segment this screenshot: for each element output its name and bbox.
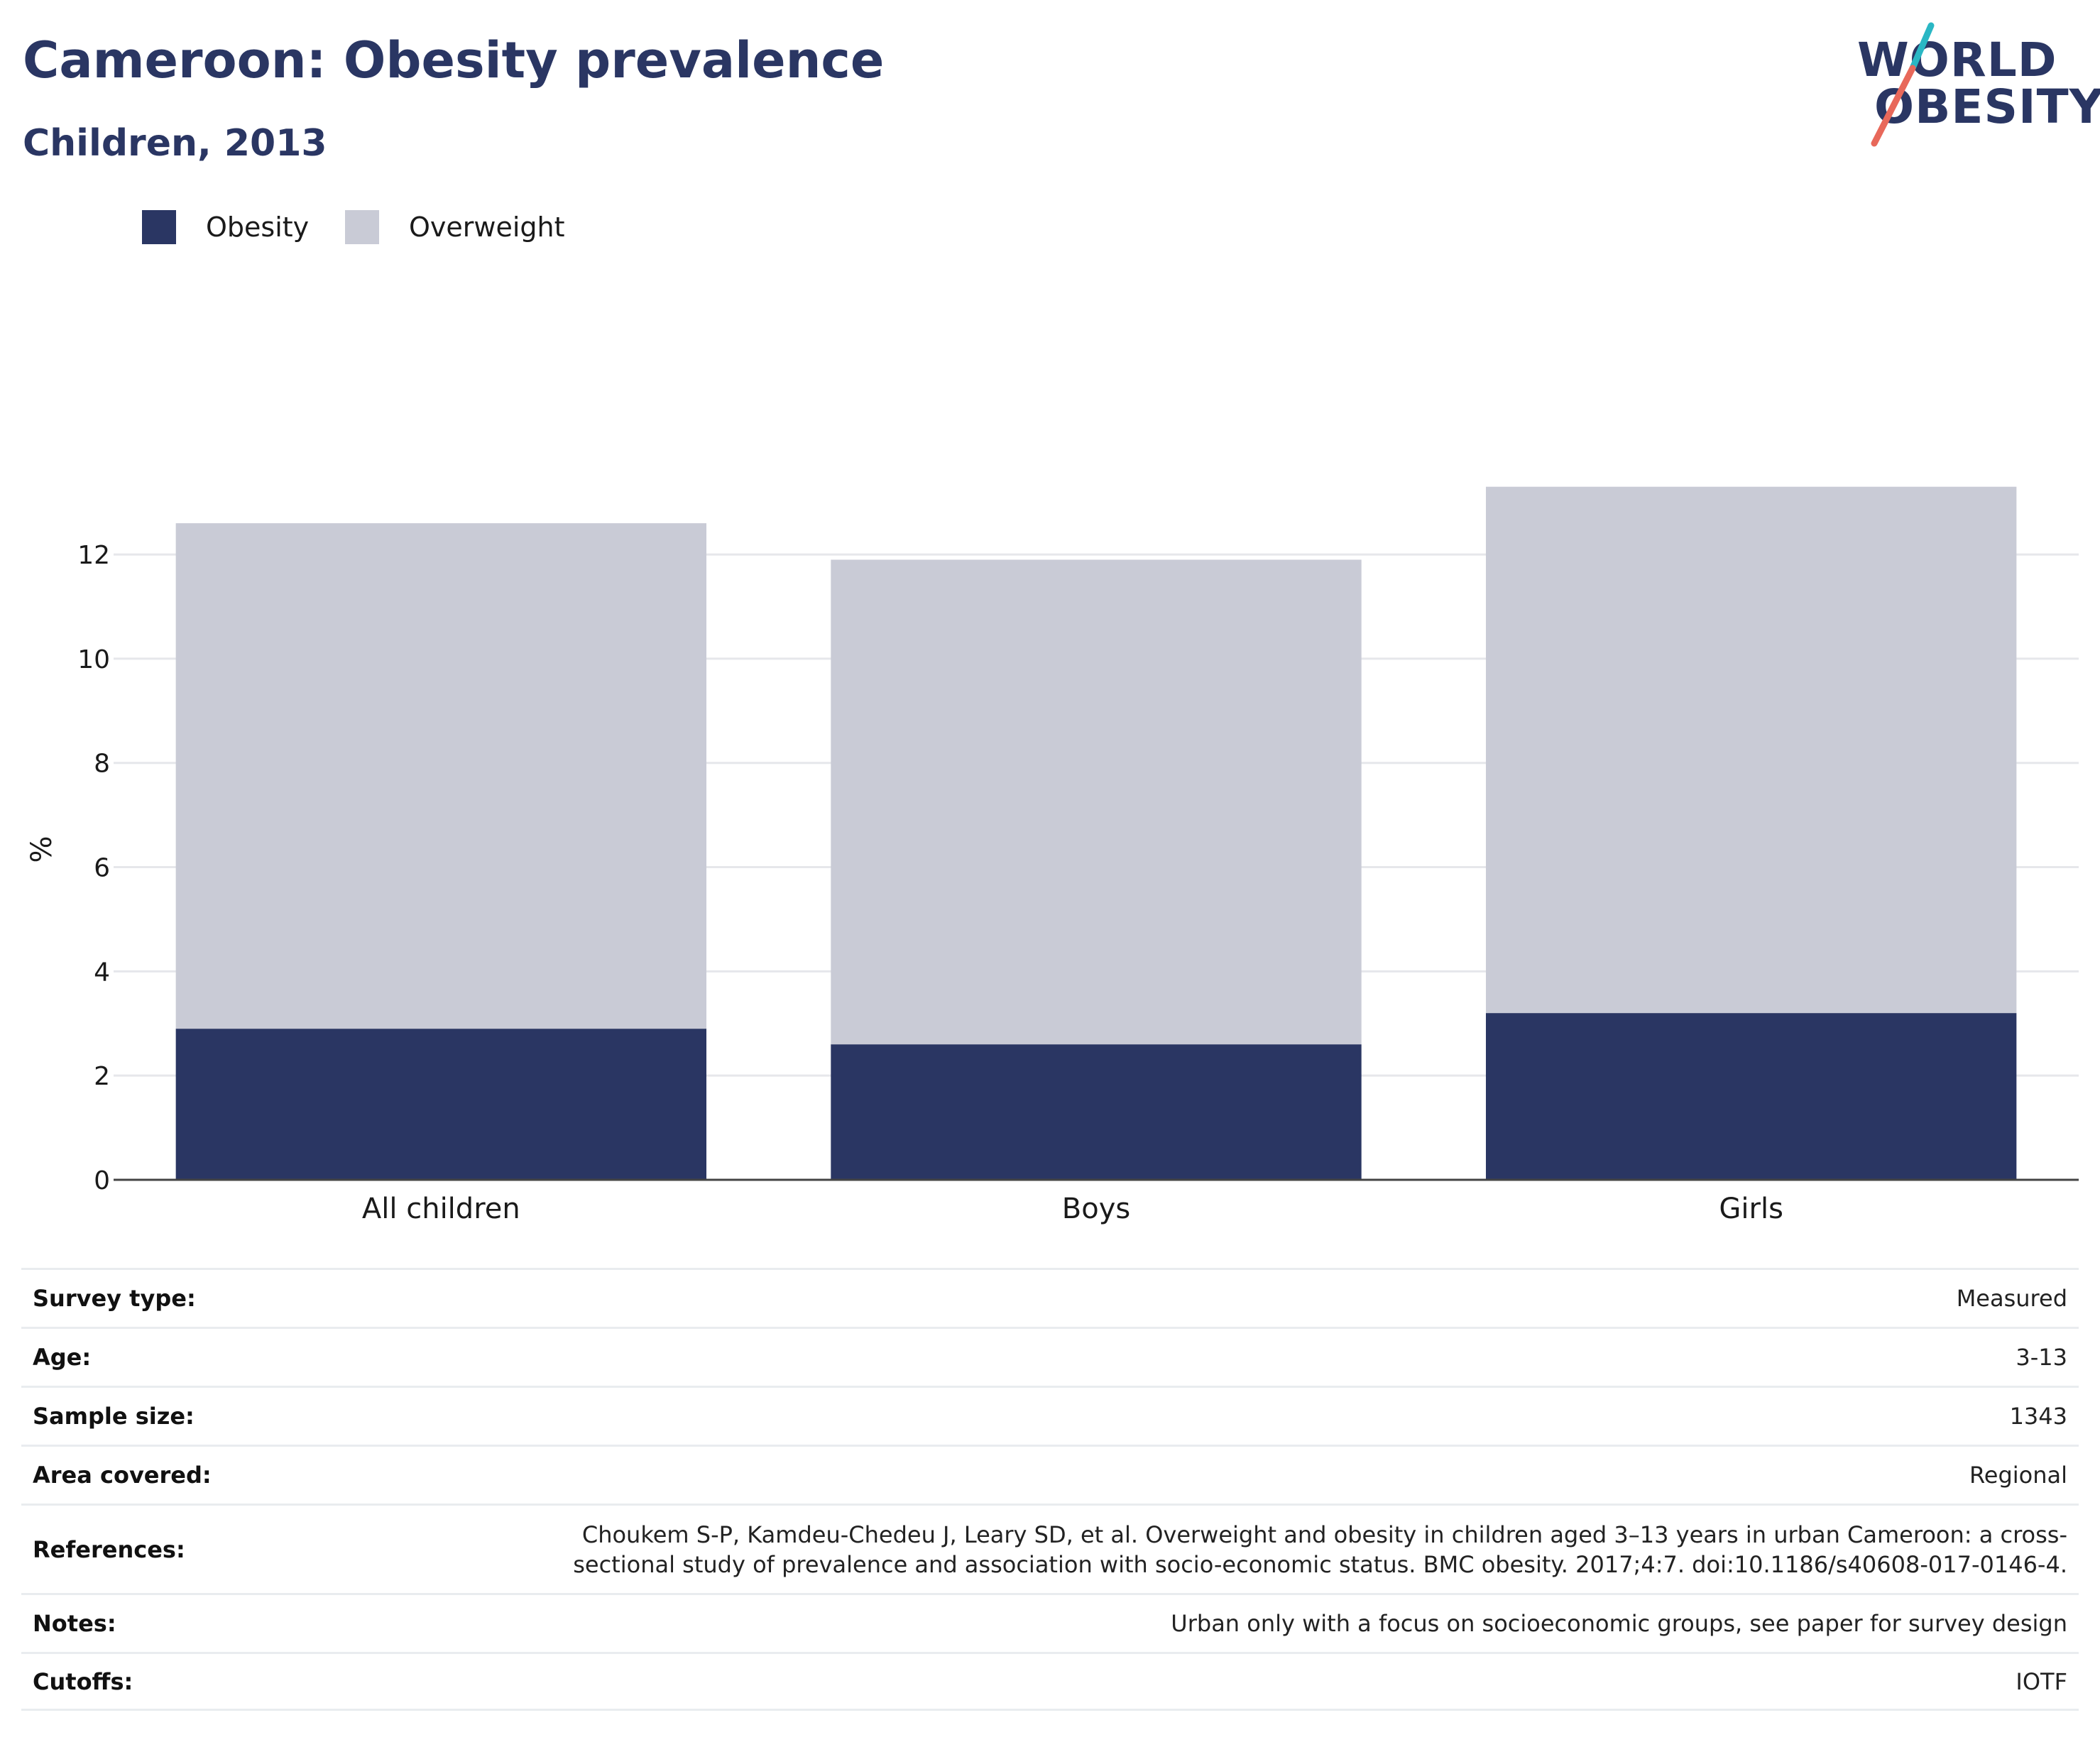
meta-label: Sample size: xyxy=(33,1403,195,1430)
x-tick-label-all-children: All children xyxy=(362,1193,520,1225)
meta-value: IOTF xyxy=(2016,1667,2067,1695)
meta-row: References: Choukem S-P, Kamdeu-Chedeu J,… xyxy=(21,1504,2079,1593)
meta-label: Survey type: xyxy=(33,1285,196,1312)
page-title: Cameroon: Obesity prevalence xyxy=(23,31,885,89)
meta-row: Age: 3-13 xyxy=(21,1327,2079,1386)
meta-value: Regional xyxy=(1969,1462,2067,1489)
y-tick-label-12: 12 xyxy=(77,541,110,570)
legend-item-obesity[interactable]: Obesity xyxy=(142,210,309,244)
y-tick-label-4: 4 xyxy=(94,958,110,987)
meta-value: Urban only with a focus on socioeconomic… xyxy=(1171,1610,2067,1637)
bar-overweight-girls xyxy=(1485,486,2017,1014)
y-tick-label-2: 2 xyxy=(94,1062,110,1091)
meta-value: 1343 xyxy=(2009,1403,2067,1430)
meta-row: Notes: Urban only with a focus on socioec… xyxy=(21,1593,2079,1652)
logo-text-line2: OBESITY xyxy=(1874,80,2100,134)
meta-label: Cutoffs: xyxy=(33,1667,133,1695)
bar-obesity-boys xyxy=(831,1044,1362,1180)
bar-overweight-boys xyxy=(831,559,1362,1045)
meta-row: Sample size: 1343 xyxy=(21,1386,2079,1445)
page-subtitle: Children, 2013 xyxy=(23,122,327,165)
legend-item-overweight[interactable]: Overweight xyxy=(345,210,565,244)
legend-label-obesity: Obesity xyxy=(206,212,310,243)
meta-row: Cutoffs: IOTF xyxy=(21,1652,2079,1711)
meta-value: Measured xyxy=(1956,1285,2067,1312)
legend-swatch-overweight xyxy=(345,210,379,244)
bar-overweight-all-children xyxy=(175,523,707,1029)
legend-label-overweight: Overweight xyxy=(409,212,565,243)
y-axis-label: % xyxy=(26,836,58,862)
meta-label: Area covered: xyxy=(33,1462,212,1489)
world-obesity-logo: WORLD OBESITY xyxy=(1853,21,2100,149)
y-tick-label-0: 0 xyxy=(94,1166,110,1195)
meta-row: Area covered: Regional xyxy=(21,1445,2079,1504)
y-tick-label-6: 6 xyxy=(94,854,110,883)
meta-value: Choukem S-P, Kamdeu-Chedeu J, Leary SD, … xyxy=(573,1521,2067,1578)
y-tick-label-10: 10 xyxy=(77,645,110,674)
meta-label: References: xyxy=(33,1535,185,1563)
meta-label: Notes: xyxy=(33,1610,116,1637)
x-tick-label-boys: Boys xyxy=(1062,1193,1130,1225)
logo-slash-icon xyxy=(1871,22,1935,147)
x-tick-label-girls: Girls xyxy=(1719,1193,1783,1225)
meta-row: Survey type: Measured xyxy=(21,1268,2079,1327)
meta-value: 3-13 xyxy=(2016,1344,2067,1371)
bar-obesity-all-children xyxy=(175,1029,707,1180)
y-tick-label-8: 8 xyxy=(94,750,110,779)
stacked-bar-chart: 0 2 4 6 8 10 12% All children Boys Girls xyxy=(26,486,2079,1225)
meta-label: Age: xyxy=(33,1344,92,1371)
survey-details-table: Survey type: Measured Age: 3-13 Sample size:… xyxy=(21,1268,2079,1711)
bar-obesity-girls xyxy=(1485,1013,2017,1180)
legend-swatch-obesity xyxy=(142,210,176,244)
logo-text-line1: WORLD xyxy=(1857,33,2057,87)
